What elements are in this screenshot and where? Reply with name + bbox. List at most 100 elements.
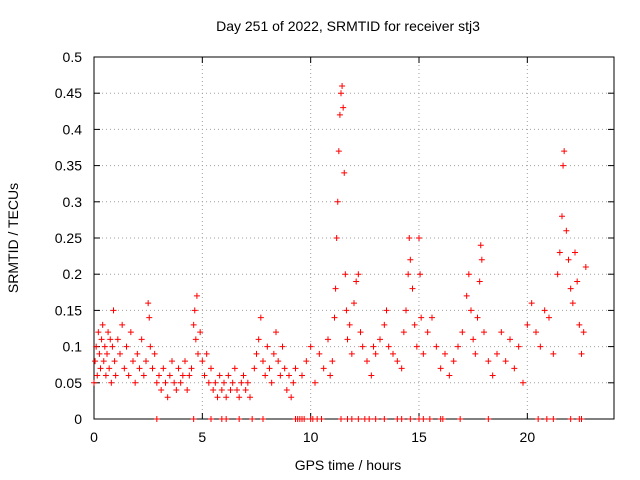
data-point xyxy=(511,365,518,372)
data-point xyxy=(123,343,130,350)
data-point xyxy=(104,350,110,357)
data-point xyxy=(411,321,418,328)
data-point xyxy=(281,365,288,372)
y-tick-label: 0.35 xyxy=(55,158,82,174)
data-point xyxy=(173,387,180,394)
data-point xyxy=(342,271,349,278)
data-point xyxy=(569,300,576,307)
data-point xyxy=(208,365,214,372)
data-point xyxy=(171,379,178,386)
baseline-mark xyxy=(439,416,446,422)
data-point xyxy=(203,350,210,357)
data-point xyxy=(127,329,134,336)
data-point xyxy=(546,314,552,321)
data-point xyxy=(94,372,101,379)
data-point xyxy=(340,104,347,111)
data-point xyxy=(109,343,116,350)
data-point xyxy=(372,350,379,357)
data-point xyxy=(459,329,466,336)
data-point xyxy=(143,358,149,365)
x-tick-label: 0 xyxy=(90,429,98,445)
baseline-mark xyxy=(372,416,379,422)
data-point xyxy=(102,372,109,379)
data-point xyxy=(541,307,548,314)
baseline-mark xyxy=(457,416,464,422)
data-point xyxy=(455,343,461,350)
grid-lines xyxy=(94,57,614,419)
data-point xyxy=(446,372,453,379)
data-point xyxy=(364,358,370,365)
data-point xyxy=(572,249,578,256)
data-point xyxy=(355,271,362,278)
data-point xyxy=(398,365,405,372)
x-tick-label: 5 xyxy=(198,429,206,445)
data-point xyxy=(238,379,245,386)
data-point xyxy=(377,336,383,343)
data-point xyxy=(312,379,318,386)
data-point xyxy=(210,387,217,394)
baseline-mark xyxy=(426,416,433,422)
data-point xyxy=(99,321,106,328)
data-point xyxy=(91,379,97,386)
data-point xyxy=(325,336,331,343)
data-point xyxy=(146,314,153,321)
data-point xyxy=(477,242,484,249)
data-point xyxy=(563,227,570,234)
baseline-mark xyxy=(223,416,230,422)
y-tick-label: 0.3 xyxy=(63,194,83,210)
data-point xyxy=(231,365,238,372)
data-point xyxy=(214,394,221,401)
baseline-mark xyxy=(260,416,266,422)
data-point xyxy=(262,372,269,379)
data-point xyxy=(470,336,477,343)
baseline-mark xyxy=(249,416,256,422)
data-point xyxy=(450,358,457,365)
data-point xyxy=(268,379,275,386)
y-tick-label: 0 xyxy=(74,411,82,427)
data-point xyxy=(197,329,204,336)
data-point xyxy=(565,256,572,263)
data-point xyxy=(119,321,126,328)
data-point xyxy=(341,169,348,176)
data-point xyxy=(489,372,496,379)
data-point xyxy=(255,336,262,343)
y-tick-label: 0.5 xyxy=(63,49,83,65)
data-point xyxy=(405,271,412,278)
data-point xyxy=(134,350,141,357)
data-point xyxy=(283,387,290,394)
baseline-mark xyxy=(381,416,388,422)
data-point xyxy=(576,321,583,328)
baseline-mark xyxy=(366,416,373,422)
data-point xyxy=(346,321,353,328)
data-point xyxy=(218,387,225,394)
data-point xyxy=(275,358,282,365)
data-point xyxy=(468,307,474,314)
data-point xyxy=(420,350,427,357)
data-point xyxy=(381,321,388,328)
data-point xyxy=(111,358,118,365)
data-point xyxy=(334,198,341,205)
data-point xyxy=(429,314,435,321)
x-axis-label: GPS time / hours xyxy=(295,457,402,473)
data-point xyxy=(417,271,424,278)
data-point xyxy=(442,350,448,357)
data-point xyxy=(537,343,544,350)
data-point xyxy=(234,387,240,394)
data-point xyxy=(332,285,339,292)
data-point xyxy=(567,285,574,292)
data-point xyxy=(494,350,500,357)
data-point xyxy=(348,350,355,357)
data-point xyxy=(556,249,563,256)
data-point xyxy=(191,307,198,314)
data-point xyxy=(190,321,197,328)
data-point xyxy=(158,387,165,394)
y-tick-labels: 0 0.05 0.1 0.15 0.2 0.25 0.3 0.35 0.4 0.45 0.5 xyxy=(55,49,82,427)
data-point xyxy=(416,235,422,241)
data-point xyxy=(520,379,526,386)
data-point xyxy=(383,307,390,314)
data-points xyxy=(91,82,589,401)
data-point xyxy=(138,336,145,343)
data-point xyxy=(574,278,581,285)
baseline-mark xyxy=(398,416,405,422)
data-point xyxy=(169,358,175,365)
